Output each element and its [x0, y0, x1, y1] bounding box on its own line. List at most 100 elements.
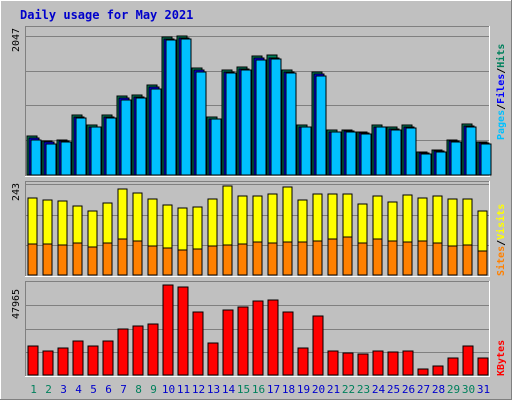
bar-sites-day-13 [207, 245, 218, 276]
bar-pages-day-30 [465, 126, 477, 176]
bar-pages-day-21 [330, 131, 342, 176]
x-tick-label-day-19: 19 [297, 383, 310, 396]
bar-pages-day-17 [270, 58, 282, 176]
bar-kbytes-day-19 [297, 347, 309, 376]
bar-sites-day-30 [462, 244, 473, 276]
bar-sites-day-28 [432, 242, 443, 276]
bar-pages-day-23 [360, 133, 372, 176]
bar-kbytes-day-31 [477, 357, 489, 376]
bar-kbytes-day-4 [72, 340, 84, 376]
hits-panel [25, 26, 492, 177]
x-tick-label-day-21: 21 [327, 383, 340, 396]
bar-pages-day-19 [300, 126, 312, 176]
bar-kbytes-day-1 [27, 345, 39, 376]
legend-separator: / [496, 240, 507, 246]
bar-kbytes-day-16 [252, 300, 264, 376]
x-tick-label-day-30: 30 [462, 383, 475, 396]
bar-kbytes-day-21 [327, 350, 339, 376]
x-tick-label-day-12: 12 [192, 383, 205, 396]
bar-kbytes-day-12 [192, 311, 204, 376]
x-tick-label-day-5: 5 [90, 383, 97, 396]
bar-pages-day-15 [240, 69, 252, 176]
bar-sites-day-23 [357, 242, 368, 276]
bar-kbytes-day-9 [147, 323, 159, 376]
bar-kbytes-day-27 [417, 368, 429, 376]
bar-sites-day-3 [57, 244, 68, 276]
bar-pages-day-25 [390, 129, 402, 176]
bar-kbytes-day-6 [102, 340, 114, 376]
bar-kbytes-day-10 [162, 284, 174, 376]
bar-kbytes-day-24 [372, 350, 384, 376]
bar-pages-day-7 [120, 99, 132, 176]
y-max-label-kbytes: 47965 [11, 289, 22, 319]
bar-sites-day-1 [27, 243, 38, 276]
bar-sites-day-22 [342, 236, 353, 276]
x-tick-label-day-8: 8 [135, 383, 142, 396]
bar-sites-day-18 [282, 241, 293, 276]
x-tick-label-day-24: 24 [372, 383, 386, 396]
bar-sites-day-25 [387, 240, 398, 276]
x-tick-label-day-29: 29 [447, 383, 460, 396]
x-tick-label-day-15: 15 [237, 383, 250, 396]
x-tick-label-day-31: 31 [477, 383, 490, 396]
legend-separator: / [496, 68, 507, 74]
bar-kbytes-day-25 [387, 351, 399, 376]
x-tick-label-day-28: 28 [432, 383, 445, 396]
bar-kbytes-day-2 [42, 350, 54, 376]
legend-sites: Sites [495, 246, 507, 276]
bar-sites-day-29 [447, 245, 458, 276]
legend-hits-panel: Pages/Files/Hits [495, 44, 507, 140]
x-axis-labels: 1 2 3 4 5 6 7 8 9 10 11 12 13 14 15 16 17 18 19 20 21 22 23 24 2… [30, 383, 490, 396]
bar-kbytes-day-3 [57, 347, 69, 376]
bar-pages-day-2 [45, 143, 57, 176]
x-tick-label-day-25: 25 [387, 383, 400, 396]
bar-pages-day-6 [105, 117, 117, 176]
bar-sites-day-19 [297, 241, 308, 276]
bar-pages-day-8 [135, 97, 147, 176]
x-tick-label-day-7: 7 [120, 383, 127, 396]
bar-pages-day-4 [75, 117, 87, 176]
bar-pages-day-29 [450, 141, 462, 176]
bar-pages-day-28 [435, 151, 447, 176]
bar-sites-day-12 [192, 248, 203, 276]
bar-sites-day-15 [237, 243, 248, 276]
x-tick-label-day-2: 2 [45, 383, 52, 396]
bar-pages-day-16 [255, 59, 267, 176]
bar-kbytes-day-23 [357, 353, 369, 376]
bar-sites-day-27 [417, 240, 428, 276]
bar-sites-day-31 [477, 250, 488, 276]
bar-pages-day-1 [30, 139, 42, 176]
bar-pages-day-20 [315, 75, 327, 176]
chart-title: Daily usage for May 2021 [20, 8, 193, 22]
x-tick-label-day-17: 17 [267, 383, 280, 396]
kbytes-panel [25, 281, 490, 377]
bar-kbytes-day-29 [447, 357, 459, 376]
bar-pages-day-9 [150, 88, 162, 176]
bar-pages-day-22 [345, 131, 357, 176]
y-max-label-visits: 243 [11, 183, 22, 201]
x-tick-label-day-22: 22 [342, 383, 355, 396]
bar-kbytes-day-28 [432, 365, 444, 376]
bar-sites-day-24 [372, 238, 383, 276]
x-tick-label-day-4: 4 [75, 383, 82, 396]
x-tick-label-day-14: 14 [222, 383, 236, 396]
bar-kbytes-day-18 [282, 311, 294, 376]
bar-sites-day-5 [87, 246, 98, 276]
bar-kbytes-day-15 [237, 306, 249, 376]
legend-hits: Hits [495, 44, 507, 68]
legend-kbytes-panel: KBytes [496, 340, 507, 376]
x-tick-label-day-27: 27 [417, 383, 430, 396]
visits-panel [25, 181, 490, 277]
bar-pages-day-13 [210, 118, 222, 176]
bar-kbytes-day-5 [87, 345, 99, 376]
y-max-label-hits: 2047 [11, 28, 22, 52]
legend-visits-panel: Sites/Visits [495, 204, 507, 276]
bar-kbytes-day-26 [402, 350, 414, 376]
x-tick-label-day-20: 20 [312, 383, 325, 396]
bar-sites-day-11 [177, 249, 188, 276]
bar-pages-day-26 [405, 127, 417, 176]
bar-pages-day-11 [180, 38, 192, 176]
bar-kbytes-day-14 [222, 309, 234, 376]
